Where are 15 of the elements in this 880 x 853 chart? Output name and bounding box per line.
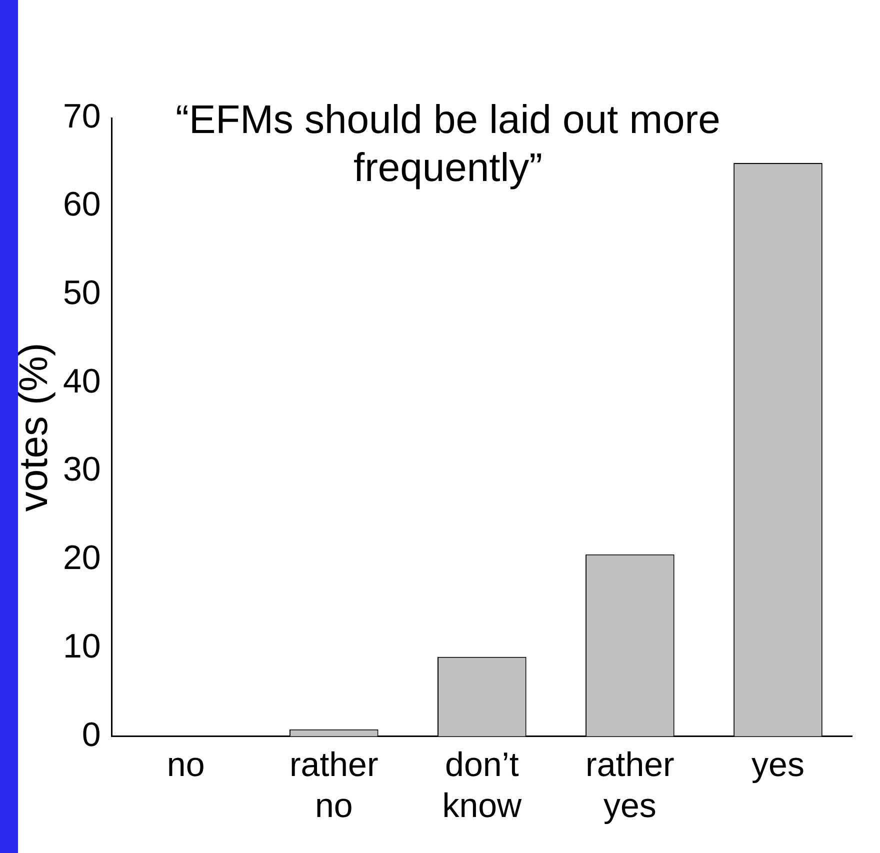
y-tick-label: 50 — [62, 274, 101, 312]
x-tick-label: rather yes — [586, 746, 674, 825]
y-tick-label: 20 — [62, 539, 101, 578]
y-tick-label: 10 — [62, 627, 101, 666]
x-tick-label: rather no — [289, 746, 378, 825]
y-tick-label: 30 — [62, 450, 101, 489]
x-tick-label: don’t know — [442, 746, 522, 825]
x-tick-label: no — [166, 746, 205, 784]
chart-title: “EFMs should be laid out more frequently” — [174, 97, 722, 192]
y-axis-title: votes (%) — [12, 342, 56, 512]
y-tick-label: 70 — [62, 97, 101, 136]
y-tick-label: 0 — [82, 716, 101, 754]
x-tick-label: yes — [752, 746, 804, 784]
y-tick-label: 40 — [62, 362, 101, 400]
y-tick-label: 60 — [62, 186, 101, 224]
